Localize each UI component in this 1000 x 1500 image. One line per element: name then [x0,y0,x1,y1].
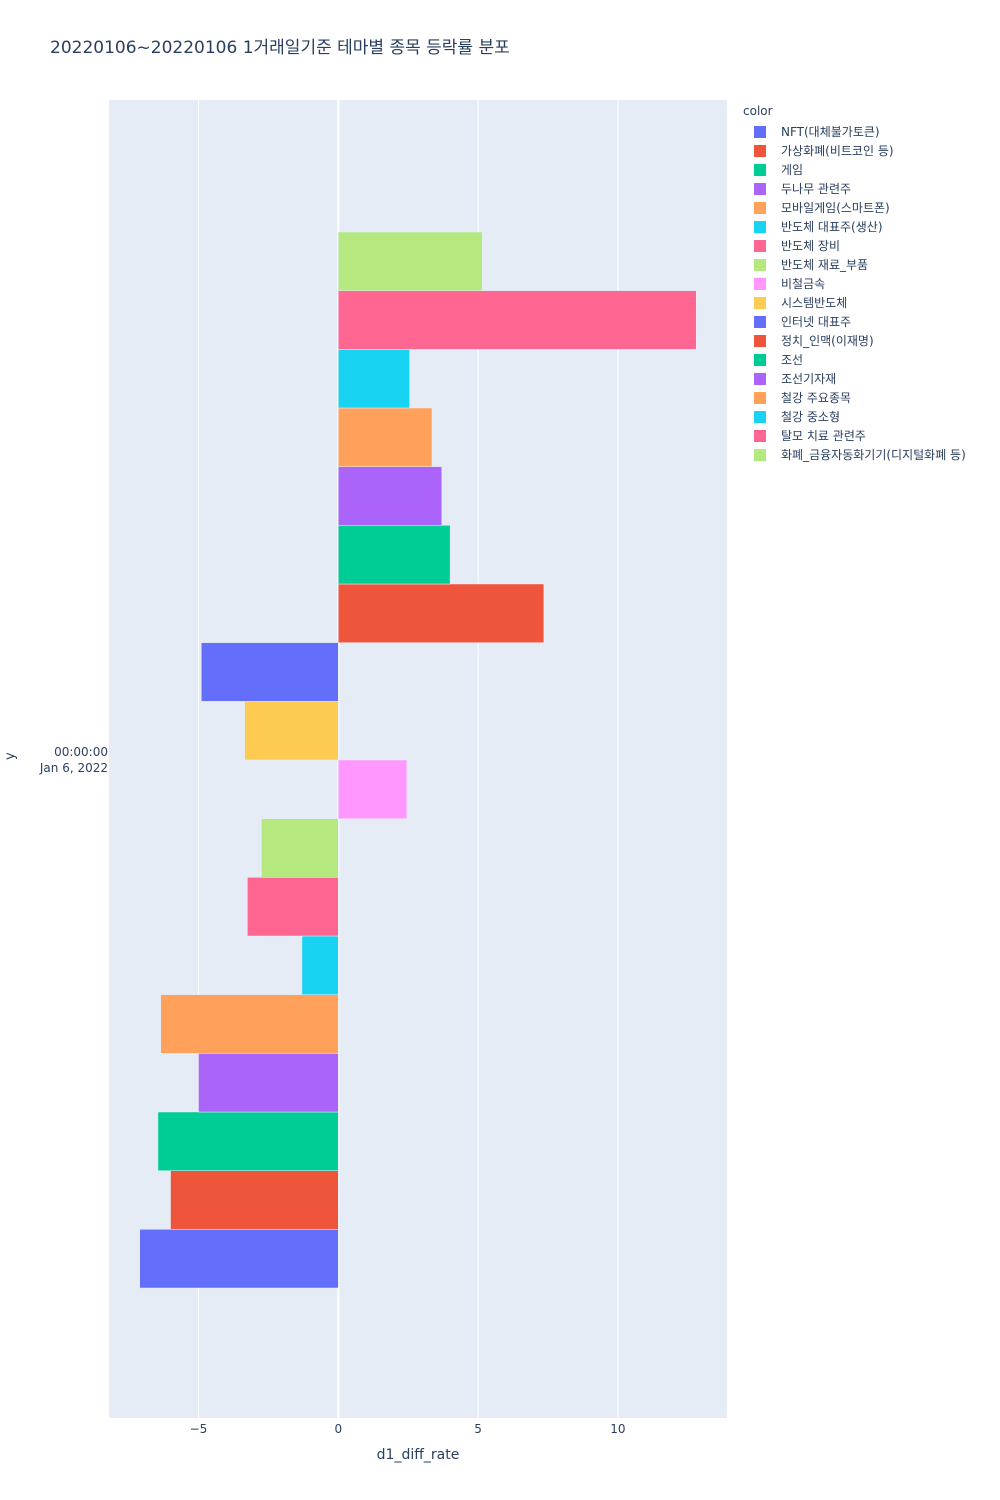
legend-label: 조선 [781,353,804,367]
legend-item[interactable]: 화폐_금융자동화기기(디지털화폐 등) [743,445,966,464]
legend-label: 조선기자재 [781,372,837,386]
legend-label: NFT(대체불가토큰) [781,125,880,139]
legend-swatch [754,144,766,157]
x-tick-labels: −5 0 5 10 [190,1422,626,1436]
legend-label: 철강 주요종목 [781,391,852,405]
bar-14 [338,407,433,467]
bar-16 [338,290,697,350]
y-tick-label: 00:00:00 Jan 6, 2022 [20,744,108,776]
legend-swatch [754,410,766,423]
legend-swatch [754,220,766,233]
legend-item[interactable]: 가상화폐(비트코인 등) [743,141,966,160]
bar-7 [261,818,339,878]
x-tick-label: 0 [334,1422,342,1436]
legend-swatch [754,277,766,290]
y-axis-title: y [3,752,18,760]
bar-4 [160,994,339,1054]
legend-label: 반도체 재료_부품 [781,258,869,272]
bar-9 [244,701,339,761]
legend-swatch [754,296,766,309]
bar-11 [338,583,545,643]
legend-label: 모바일게임(스마트폰) [781,201,890,215]
legend-item[interactable]: NFT(대체불가토큰) [743,122,966,141]
bar-3 [198,1053,339,1113]
legend-swatch [754,182,766,195]
legend-label: 두나무 관련주 [781,182,852,196]
legend-swatch [754,315,766,328]
legend-swatch [754,258,766,271]
bar-5 [301,935,339,995]
legend-item[interactable]: 철강 주요종목 [743,388,966,407]
legend-swatch [754,372,766,385]
legend-title: color [743,104,773,118]
bar-17 [338,231,483,291]
legend-swatch [754,334,766,347]
legend-swatch [754,201,766,214]
bar-1 [170,1170,339,1230]
x-tick-label: −5 [190,1422,208,1436]
legend-item[interactable]: 시스템반도체 [743,293,966,312]
legend-item[interactable]: 조선기자재 [743,369,966,388]
bars-group [139,231,697,1289]
legend-item[interactable]: 탈모 치료 관련주 [743,426,966,445]
x-axis-title: d1_diff_rate [376,1447,460,1463]
legend-item[interactable]: 비철금속 [743,274,966,293]
legend-swatch [754,125,766,138]
legend-swatch [754,429,766,442]
y-tick-date: Jan 6, 2022 [39,761,108,775]
bar-6 [247,877,339,937]
legend-label: 반도체 대표주(생산) [781,220,883,234]
legend-swatch [754,239,766,252]
legend-item[interactable]: 조선 [743,350,966,369]
legend-label: 인터넷 대표주 [781,315,852,329]
bar-2 [157,1111,339,1171]
legend-item[interactable]: 모바일게임(스마트폰) [743,198,966,217]
legend-label: 가상화폐(비트코인 등) [781,144,894,158]
legend-label: 정치_인맥(이재명) [781,334,874,348]
legend-item[interactable]: 두나무 관련주 [743,179,966,198]
bar-15 [338,349,410,409]
legend-swatch [754,448,766,461]
legend-label: 반도체 장비 [781,239,841,253]
bar-8 [338,759,408,819]
x-tick-label: 10 [610,1422,625,1436]
legend-label: 화폐_금융자동화기기(디지털화폐 등) [781,448,966,462]
y-tick-time: 00:00:00 [54,745,108,759]
legend-label: 철강 중소형 [781,410,841,424]
legend-swatch [754,391,766,404]
legend-item[interactable]: 게임 [743,160,966,179]
legend-item[interactable]: 반도체 장비 [743,236,966,255]
legend-label: 비철금속 [781,277,826,291]
x-tick-label: 5 [474,1422,482,1436]
legend-label: 시스템반도체 [781,296,848,310]
legend-swatch [754,353,766,366]
legend-item[interactable]: 반도체 재료_부품 [743,255,966,274]
legend-item[interactable]: 인터넷 대표주 [743,312,966,331]
legend-item[interactable]: 반도체 대표주(생산) [743,217,966,236]
legend-item[interactable]: 정치_인맥(이재명) [743,331,966,350]
bar-12 [338,525,451,585]
bar-10 [201,642,339,702]
legend-label: 탈모 치료 관련주 [781,429,866,443]
chart-title: 20220106~20220106 1거래일기준 테마별 종목 등락률 분포 [50,38,510,58]
legend-swatch [754,163,766,176]
bar-13 [338,466,443,526]
bar-0 [139,1229,339,1289]
legend-label: 게임 [781,163,804,177]
legend-item[interactable]: 철강 중소형 [743,407,966,426]
